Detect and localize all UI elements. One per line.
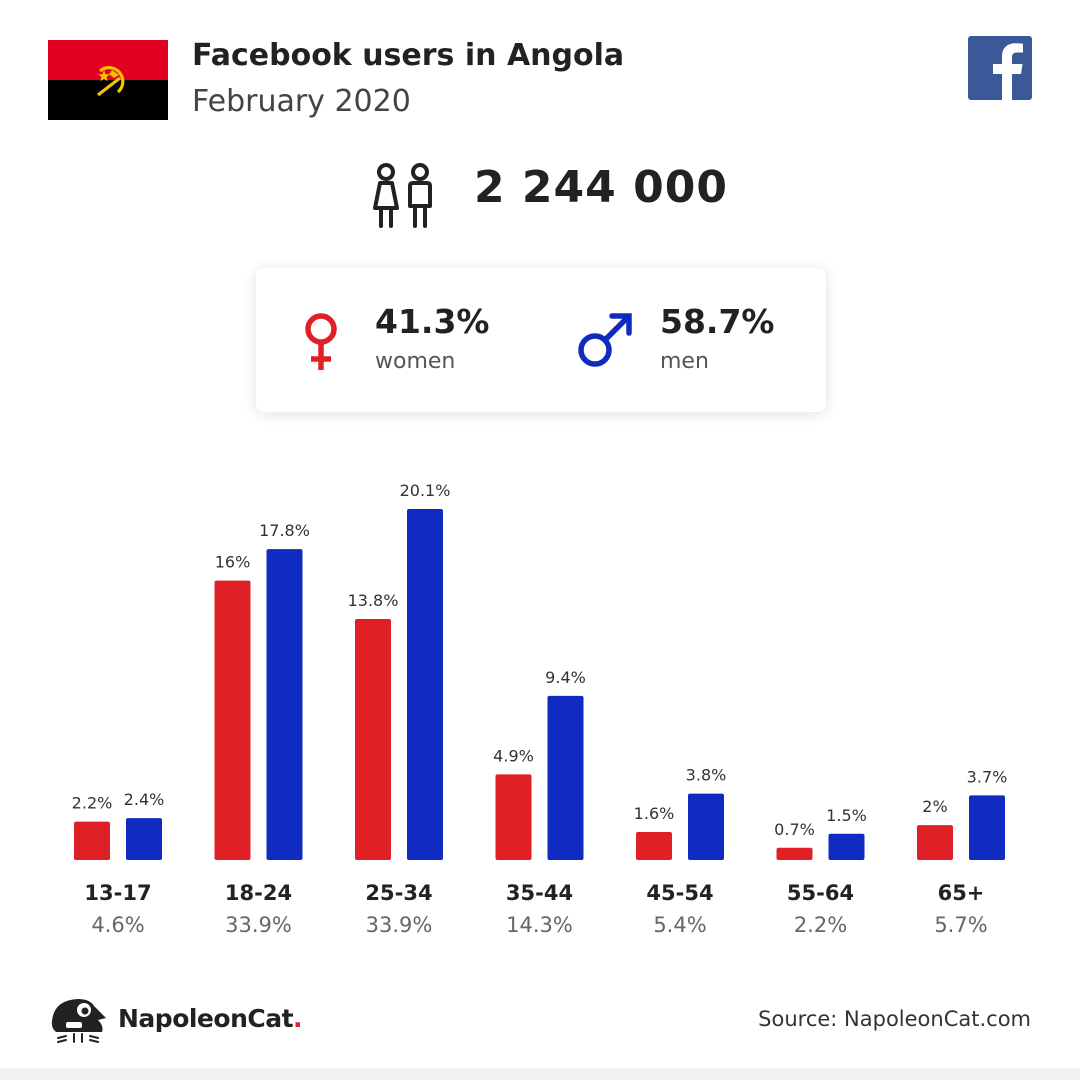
age-gender-bar-chart: 2.2% 2.4% 13-17 4.6% 16% 17.8% 18-24 33.9% 13.8%… bbox=[72, 481, 1008, 937]
men-percent: 58.7% bbox=[660, 302, 775, 341]
data-label-women-13-17: 2.2% bbox=[72, 794, 113, 813]
category-total-35-44: 14.3% bbox=[506, 913, 573, 937]
bar-men-18-24 bbox=[266, 549, 303, 860]
data-label-men-25-34: 20.1% bbox=[400, 481, 451, 500]
category-label-25-34: 25-34 bbox=[365, 881, 432, 905]
source-text: Source: NapoleonCat.com bbox=[758, 1007, 1031, 1031]
bar-women-45-54 bbox=[636, 832, 672, 860]
women-label: women bbox=[375, 349, 456, 374]
category-label-13-17: 13-17 bbox=[84, 881, 151, 905]
bar-women-25-34 bbox=[355, 619, 391, 860]
men-label: men bbox=[660, 349, 709, 374]
bar-men-55-64 bbox=[828, 833, 865, 860]
brand-dot: . bbox=[293, 1004, 303, 1033]
data-label-women-35-44: 4.9% bbox=[493, 746, 534, 765]
data-label-men-55-64: 1.5% bbox=[826, 806, 867, 825]
bar-men-45-54 bbox=[688, 793, 724, 860]
category-total-18-24: 33.9% bbox=[225, 913, 292, 937]
facebook-logo-icon bbox=[968, 36, 1032, 100]
bottom-band bbox=[0, 1068, 1080, 1080]
bar-women-55-64 bbox=[776, 847, 813, 860]
data-label-men-45-54: 3.8% bbox=[686, 766, 727, 785]
bar-men-35-44 bbox=[547, 695, 584, 860]
data-label-women-65+: 2% bbox=[922, 797, 947, 816]
bar-men-13-17 bbox=[126, 818, 162, 860]
bar-women-65+ bbox=[917, 825, 953, 860]
category-label-55-64: 55-64 bbox=[787, 881, 854, 905]
bar-women-35-44 bbox=[495, 774, 532, 860]
brand-name-text: NapoleonCat bbox=[118, 1004, 294, 1033]
chart-subtitle: February 2020 bbox=[192, 84, 411, 119]
female-symbol-icon bbox=[305, 313, 337, 370]
angola-flag-icon bbox=[48, 40, 168, 120]
total-users-value: 2 244 000 bbox=[474, 162, 728, 213]
category-label-65+: 65+ bbox=[938, 881, 985, 905]
data-label-women-45-54: 1.6% bbox=[634, 804, 675, 823]
category-label-35-44: 35-44 bbox=[506, 881, 573, 905]
chart-title: Facebook users in Angola bbox=[192, 38, 625, 73]
data-label-men-18-24: 17.8% bbox=[259, 521, 310, 540]
data-label-women-18-24: 16% bbox=[215, 553, 251, 572]
bar-men-65+ bbox=[969, 795, 1005, 860]
data-label-men-65+: 3.7% bbox=[967, 767, 1008, 786]
bar-women-18-24 bbox=[214, 580, 251, 860]
data-label-women-55-64: 0.7% bbox=[774, 820, 815, 839]
category-total-65+: 5.7% bbox=[934, 913, 987, 937]
bar-men-25-34 bbox=[407, 509, 443, 860]
bar-women-13-17 bbox=[74, 821, 110, 860]
category-total-25-34: 33.9% bbox=[366, 913, 433, 937]
data-label-men-13-17: 2.4% bbox=[124, 790, 165, 809]
category-total-55-64: 2.2% bbox=[794, 913, 847, 937]
male-symbol-icon bbox=[578, 313, 632, 367]
brand-name: NapoleonCat. bbox=[118, 1004, 303, 1033]
napoleoncat-logo-icon bbox=[51, 999, 106, 1043]
users-icon bbox=[373, 163, 432, 228]
women-percent: 41.3% bbox=[375, 302, 490, 341]
category-label-45-54: 45-54 bbox=[646, 881, 713, 905]
data-label-women-25-34: 13.8% bbox=[348, 591, 399, 610]
category-total-45-54: 5.4% bbox=[653, 913, 706, 937]
data-label-men-35-44: 9.4% bbox=[545, 668, 586, 687]
category-label-18-24: 18-24 bbox=[225, 881, 292, 905]
category-total-13-17: 4.6% bbox=[91, 913, 144, 937]
gender-split-card: 41.3% women 58.7% men bbox=[256, 268, 826, 412]
